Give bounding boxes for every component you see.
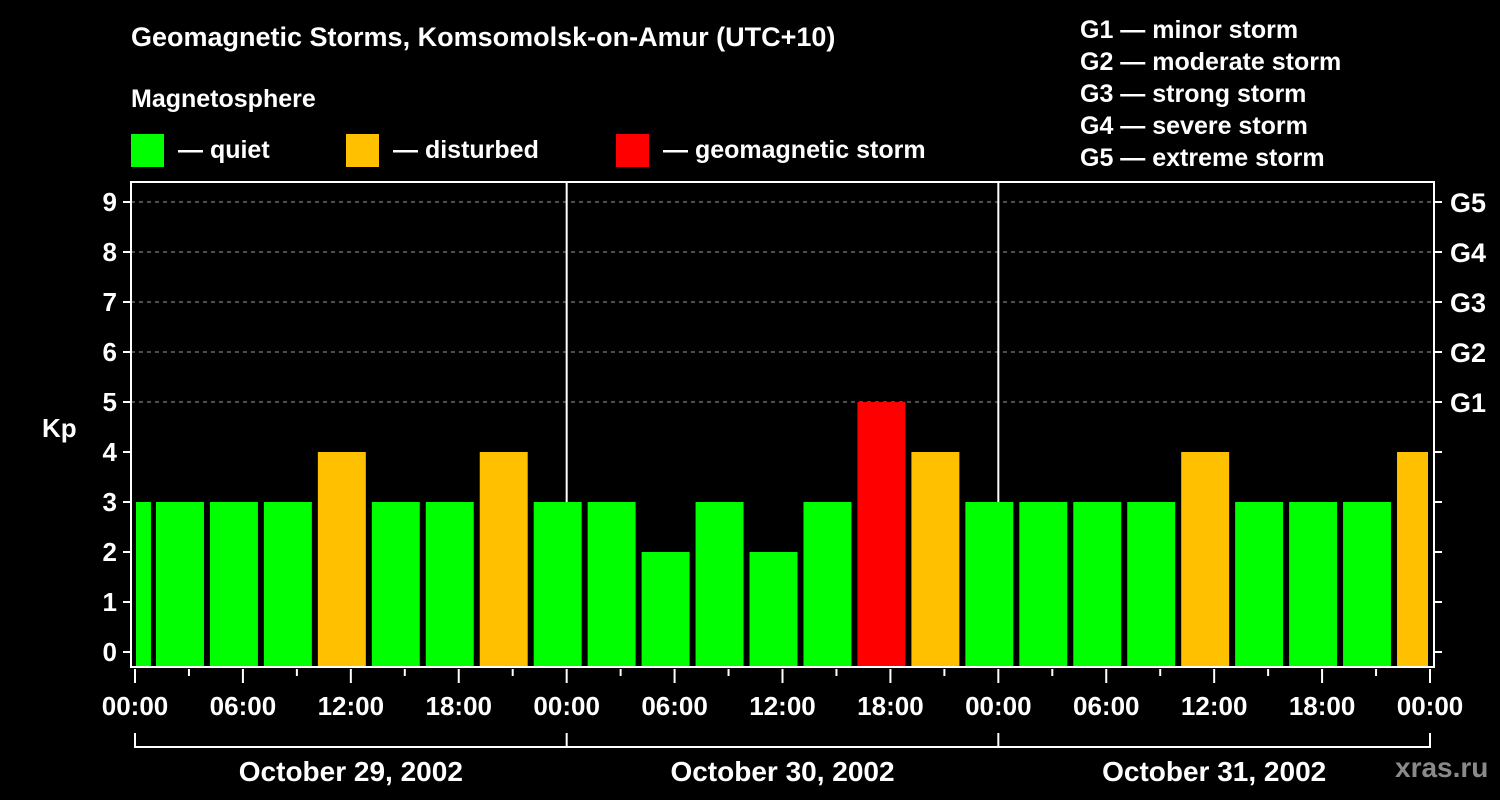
y-tick-label: 5 [103,387,117,417]
g-level-label: G3 [1450,288,1486,318]
kp-bar-quiet [749,552,798,666]
x-tick-label: 00:00 [533,691,600,721]
x-tick-label: 18:00 [857,691,924,721]
x-tick-label: 12:00 [1181,691,1248,721]
y-tick-label: 9 [103,187,117,217]
kp-bar-quiet [155,502,204,666]
g2-label: G2 — moderate storm [1080,48,1342,76]
g3-label: G3 — strong storm [1080,80,1307,108]
g-level-label: G1 [1450,388,1486,418]
kp-bar-quiet [1343,502,1392,666]
day-label: October 30, 2002 [670,756,894,787]
g5-label: G5 — extreme storm [1080,144,1325,172]
kp-bar-quiet [695,502,744,666]
legend-storm: — geomagnetic storm [616,133,926,167]
legend-storm-label: — geomagnetic storm [663,135,926,164]
day-label: October 29, 2002 [239,756,463,787]
x-tick-label: 18:00 [1289,691,1356,721]
kp-bar-disturbed [317,452,366,666]
x-tick-label: 06:00 [641,691,708,721]
kp-bar-quiet [1127,502,1176,666]
kp-bar-quiet [533,502,582,666]
y-tick-label: 1 [103,587,117,617]
storm-swatch [616,133,649,167]
legend-disturbed: — disturbed [346,133,539,167]
kp-bar-quiet [263,502,312,666]
quiet-swatch [131,133,164,167]
kp-bar-disturbed [911,452,960,666]
disturbed-swatch [346,133,379,167]
legend-disturbed-label: — disturbed [393,135,539,164]
kp-bar-disturbed [1181,452,1230,666]
kp-bar-quiet [371,502,420,666]
x-tick-label: 06:00 [210,691,277,721]
day-label: October 31, 2002 [1102,756,1326,787]
y-tick-label: 7 [103,287,117,317]
x-tick-label: 12:00 [318,691,385,721]
y-tick-label: 6 [103,337,117,367]
y-tick-label: 2 [103,537,117,567]
kp-bar-quiet [803,502,852,666]
legend-heading: Magnetosphere [131,85,316,113]
g-level-label: G4 [1450,238,1486,268]
legend-quiet: — quiet [131,133,270,167]
watermark: xras.ru [1395,752,1489,783]
kp-bar-quiet [1073,502,1122,666]
x-tick-label: 18:00 [426,691,493,721]
kp-bar-quiet [641,552,690,666]
y-tick-label: 0 [103,637,117,667]
kp-bar-quiet [1289,502,1338,666]
x-tick-label: 00:00 [1397,691,1464,721]
g-scale-legend: G1 — minor storm G2 — moderate storm G3 … [1080,14,1341,174]
x-tick-label: 06:00 [1073,691,1140,721]
kp-bar-disturbed [479,452,528,666]
g-level-label: G5 [1450,188,1486,218]
legend-quiet-label: — quiet [178,135,270,164]
x-tick-label: 12:00 [749,691,816,721]
chart-title: Geomagnetic Storms, Komsomolsk-on-Amur (… [131,22,836,52]
kp-bar-quiet [1019,502,1068,666]
kp-bar-quiet [136,502,151,666]
g-level-label: G2 [1450,338,1486,368]
kp-bar-quiet [965,502,1014,666]
y-tick-label: 8 [103,237,117,267]
g4-label: G4 — severe storm [1080,112,1308,140]
x-tick-label: 00:00 [965,691,1032,721]
y-tick-label: 3 [103,487,117,517]
kp-bar-quiet [209,502,258,666]
x-tick-label: 00:00 [102,691,169,721]
kp-bar-disturbed [1397,452,1428,666]
kp-bar-storm [857,402,906,666]
y-axis-label: Kp [42,413,77,443]
y-tick-label: 4 [103,437,118,467]
g1-label: G1 — minor storm [1080,16,1299,44]
plot-frame [130,181,1435,668]
kp-bar-quiet [587,502,636,666]
kp-bar-quiet [425,502,474,666]
kp-bar-quiet [1235,502,1284,666]
